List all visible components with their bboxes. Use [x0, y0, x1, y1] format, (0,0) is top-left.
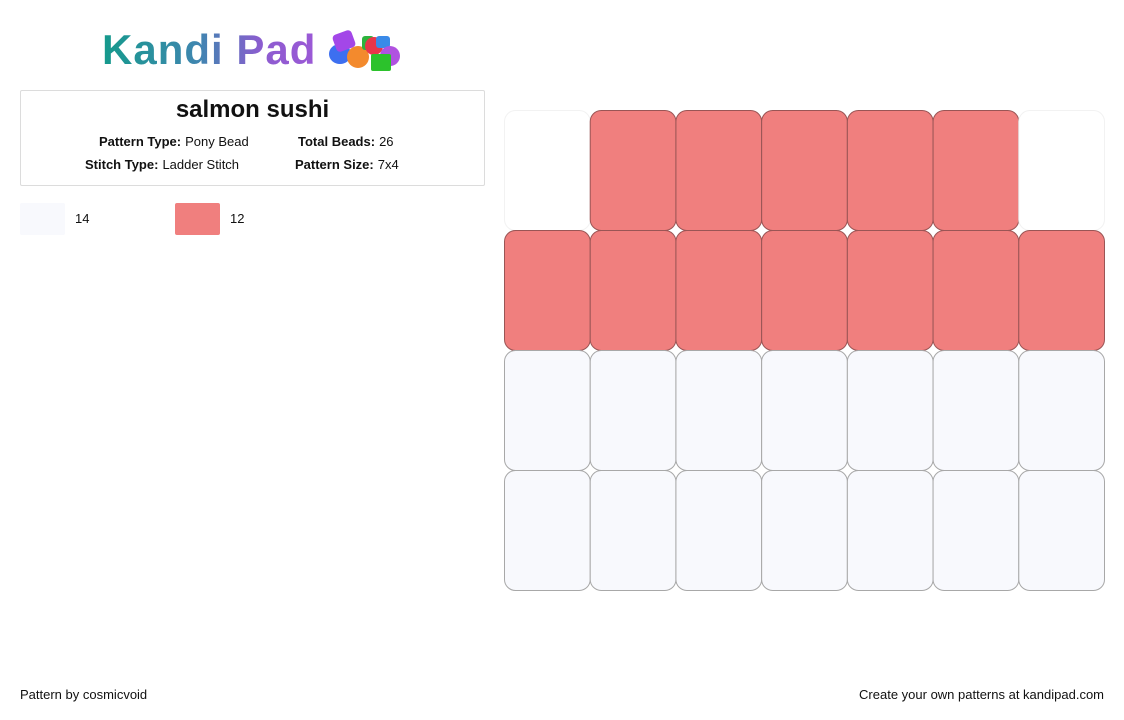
info-label: Total Beads: — [298, 134, 376, 149]
logo: Kandi Pad — [102, 26, 317, 73]
footer-author: Pattern by cosmicvoid — [20, 687, 148, 702]
bead — [675, 110, 763, 231]
bead — [846, 230, 934, 351]
empty-cell — [504, 110, 591, 231]
bead-grid — [504, 110, 1105, 591]
pattern-title: salmon sushi — [175, 96, 330, 123]
bead — [932, 230, 1020, 351]
bead — [675, 350, 763, 471]
bead — [589, 110, 677, 231]
info-label: Pattern Type: — [99, 134, 182, 149]
info-label: Pattern Size: — [295, 157, 374, 172]
bead — [589, 350, 677, 471]
bead — [846, 470, 934, 591]
bead — [761, 230, 848, 351]
bead — [504, 470, 591, 591]
info-value: 7x4 — [377, 157, 399, 172]
info-value: Ladder Stitch — [162, 157, 240, 172]
bead — [932, 350, 1020, 471]
info-label: Stitch Type: — [85, 157, 159, 172]
bead — [589, 470, 677, 591]
color-count: 14 — [75, 211, 90, 226]
bead — [932, 110, 1020, 231]
color-swatch — [20, 203, 65, 235]
bead — [761, 470, 848, 591]
info-box — [20, 90, 485, 186]
bead — [675, 230, 763, 351]
info-value: 26 — [379, 134, 394, 149]
info-item: Pattern Type: Pony Bead — [99, 134, 249, 149]
color-count: 12 — [230, 211, 245, 226]
bead — [675, 470, 763, 591]
bead — [504, 230, 591, 351]
bead — [504, 350, 591, 471]
info-value: Pony Bead — [185, 134, 249, 149]
logo-icon — [329, 30, 400, 71]
bead — [589, 230, 677, 351]
empty-cell — [1018, 110, 1105, 231]
info-item: Stitch Type: Ladder Stitch — [85, 157, 239, 172]
footer-promo: Create your own patterns at kandipad.com — [859, 687, 1104, 702]
bead — [1018, 230, 1105, 351]
bead — [846, 110, 934, 231]
color-swatch — [175, 203, 220, 235]
bead — [1018, 470, 1105, 591]
bead — [761, 350, 848, 471]
bead — [932, 470, 1020, 591]
bead — [846, 350, 934, 471]
info-item: Total Beads: 26 — [298, 134, 394, 149]
bead — [1018, 350, 1105, 471]
bead — [761, 110, 848, 231]
info-item: Pattern Size: 7x4 — [295, 157, 399, 172]
